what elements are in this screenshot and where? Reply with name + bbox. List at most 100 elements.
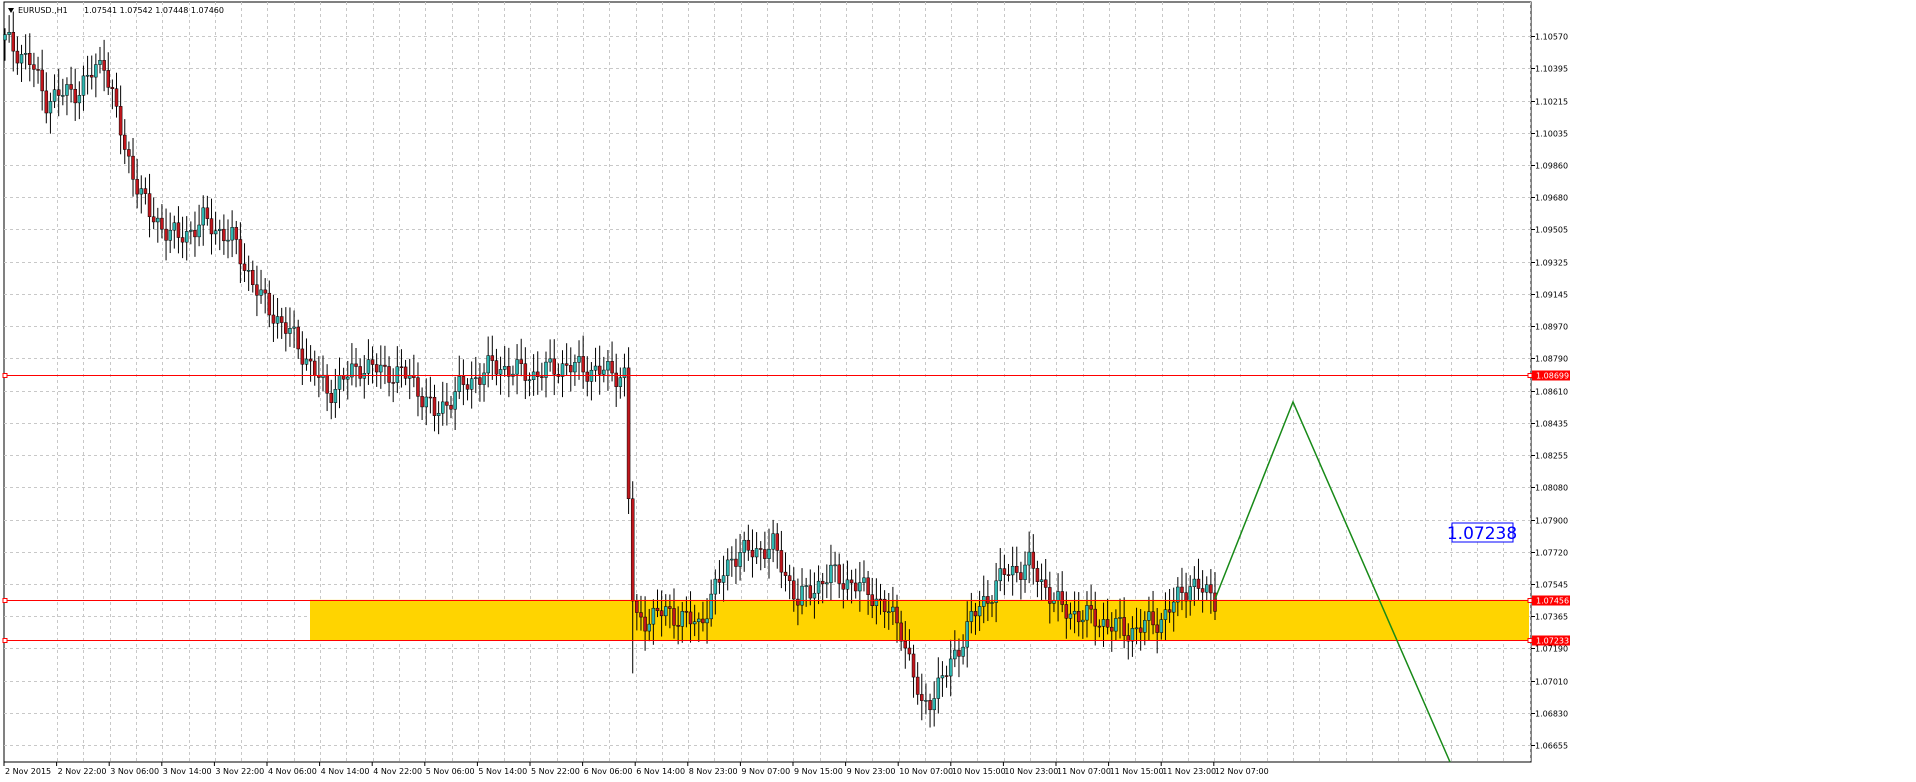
price-scale-label: 1.08255 (1535, 452, 1568, 461)
candle-body (494, 360, 499, 375)
candle-body (680, 611, 685, 627)
candle-body (3, 34, 7, 41)
candles (3, 11, 1217, 728)
candle-body (1126, 635, 1131, 642)
candle-body (1081, 619, 1085, 623)
price-scale-label: 1.10215 (1535, 98, 1568, 107)
candle-body (238, 239, 243, 265)
candle-body (1130, 628, 1135, 642)
candle-body (655, 607, 660, 611)
candle-body (969, 611, 974, 622)
candle-body (242, 263, 247, 271)
level-handle-left[interactable] (2, 638, 8, 643)
candle-body (98, 60, 102, 65)
candle-body (771, 533, 775, 550)
candle-body (391, 382, 395, 384)
candle-body (366, 359, 371, 374)
candle-body (606, 361, 610, 371)
candle-body (478, 377, 482, 385)
candle-body (1076, 611, 1081, 623)
price-scale-label: 1.08970 (1535, 323, 1568, 332)
candle-body (1192, 578, 1197, 587)
candle-body (618, 377, 623, 387)
candle-body (614, 372, 618, 387)
candle-body (89, 74, 94, 78)
chart-menu-icon[interactable] (8, 8, 14, 13)
candle-body (849, 579, 854, 584)
candle-body (1209, 584, 1213, 594)
time-scale-label: 4 Nov 14:00 (321, 767, 370, 776)
candle-body (156, 217, 160, 223)
candle-body (300, 348, 305, 365)
candle-body (1167, 609, 1172, 613)
candle-body (1213, 592, 1217, 612)
candle-body (569, 365, 573, 373)
projection-line[interactable] (1214, 399, 1451, 763)
candle-body (374, 364, 379, 373)
candle-body (28, 53, 32, 65)
candle-body (1118, 617, 1122, 619)
candle-body (370, 359, 375, 365)
candle-body (593, 365, 598, 371)
candle-body (887, 611, 891, 614)
level-handle-left[interactable] (2, 598, 8, 603)
candle-body (837, 564, 841, 584)
candle-body (403, 366, 408, 379)
candle-body (308, 358, 313, 362)
candle-body (948, 658, 953, 677)
candle-body (1089, 605, 1093, 610)
candle-body (746, 539, 751, 551)
candle-body (705, 618, 709, 624)
price-label-box[interactable] (1451, 522, 1514, 543)
candle-body (453, 391, 457, 410)
candle-body (1171, 601, 1176, 613)
level-lines[interactable]: 1.08699 1.07456 1.07233 (2, 370, 1570, 646)
time-scale-label: 6 Nov 06:00 (584, 767, 633, 776)
candle-body (940, 675, 945, 679)
level-handle-left[interactable] (2, 373, 8, 378)
candle-body (102, 60, 106, 71)
candle-body (1015, 565, 1019, 573)
candle-body (1097, 625, 1102, 628)
candle-body (292, 326, 296, 329)
candle-body (535, 371, 540, 377)
candle-body (209, 218, 214, 235)
candle-body (354, 363, 358, 367)
candle-body (333, 389, 338, 403)
candle-body (581, 356, 585, 373)
candle-body (1196, 578, 1201, 589)
candle-body (7, 31, 11, 35)
candle-body (1072, 611, 1077, 615)
candle-body (515, 359, 519, 375)
candle-body (23, 53, 28, 55)
candle-body (1204, 584, 1209, 593)
price-scale-label: 1.07545 (1535, 581, 1568, 590)
candle-body (853, 582, 858, 592)
candle-body (1134, 627, 1139, 630)
candle-body (610, 361, 614, 374)
candle-body (52, 89, 57, 102)
candle-body (147, 193, 152, 218)
time-scale-label: 3 Nov 06:00 (110, 767, 159, 776)
candle-body (812, 592, 817, 599)
time-scale-label: 2 Nov 2015 (5, 767, 51, 776)
candle-body (151, 216, 156, 223)
candle-body (763, 549, 767, 559)
candle-body (1027, 551, 1031, 566)
candle-body (692, 621, 697, 625)
projection-polyline[interactable] (1214, 399, 1451, 763)
candle-body (160, 217, 164, 230)
level-handle-right[interactable] (1527, 373, 1533, 378)
price-scale-label: 1.07900 (1535, 517, 1568, 526)
candle-body (816, 580, 821, 594)
candle-body (502, 366, 507, 370)
candle-body (1023, 564, 1027, 580)
candle-body (717, 578, 722, 583)
level-handle-right[interactable] (1527, 598, 1533, 603)
candle-body (659, 610, 664, 617)
candle-body (891, 606, 895, 613)
candle-body (915, 676, 920, 695)
level-handle-right[interactable] (1527, 638, 1533, 643)
